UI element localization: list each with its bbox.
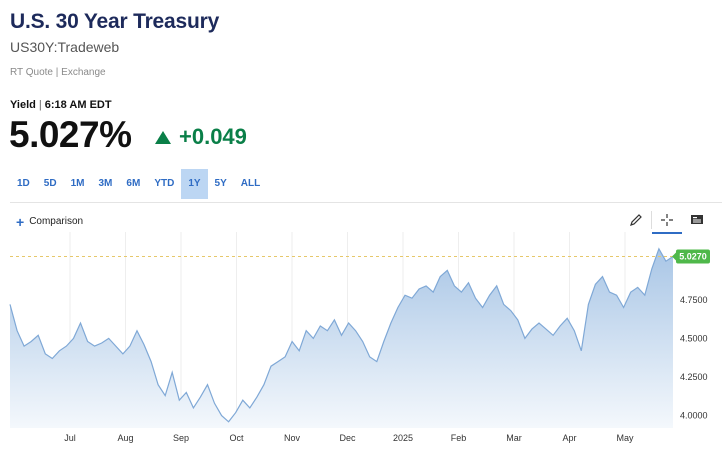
news-icon[interactable] — [682, 208, 712, 232]
y-tick-label: 4.2500 — [680, 372, 708, 382]
crosshair-icon[interactable] — [652, 208, 682, 234]
yield-chart[interactable]: 4.0000 4.2500 4.5000 4.7500 Jul Aug Sep Oct Nov… — [0, 230, 726, 468]
y-tick-label: 4.5000 — [680, 333, 708, 343]
current-yield: 5.027% — [9, 114, 132, 155]
header-divider — [10, 202, 722, 203]
x-tick-label: Aug — [117, 433, 133, 443]
range-button-3m[interactable]: 3M — [98, 178, 113, 189]
label-separator: | — [38, 99, 42, 111]
series-line — [9, 247, 674, 423]
x-tick-label: Apr — [562, 433, 576, 443]
yield-label: Yield — [10, 99, 36, 111]
x-tick-label: Mar — [506, 433, 522, 443]
range-button-1y[interactable]: 1Y — [181, 169, 208, 199]
yield-change: +0.049 — [155, 124, 247, 150]
change-value: +0.049 — [179, 124, 247, 149]
x-tick-label: 2025 — [393, 433, 413, 443]
pencil-icon[interactable] — [621, 208, 651, 232]
last-value-badge-pointer — [672, 252, 676, 261]
last-value-label: 5.0270 — [679, 252, 707, 262]
y-tick-label: 4.7500 — [680, 295, 708, 305]
area-fill — [10, 248, 673, 428]
x-tick-label: Dec — [339, 433, 356, 443]
up-arrow-icon — [155, 130, 171, 144]
comparison-button[interactable]: + Comparison — [16, 213, 84, 230]
last-value-badge — [676, 249, 710, 264]
x-tick-label: Feb — [451, 433, 467, 443]
quote-time: 6:18 AM EDT — [44, 99, 112, 111]
tool-divider — [651, 211, 652, 229]
x-tick-label: Sep — [173, 433, 189, 443]
time-range-selector: 1D 5D 1M 3M 6M YTD 1Y 5Y ALL — [10, 169, 267, 199]
range-button-all[interactable]: ALL — [240, 178, 261, 189]
range-button-6m[interactable]: 6M — [126, 178, 141, 189]
yield-time-label: Yield | 6:18 AM EDT — [10, 99, 112, 111]
range-button-ytd[interactable]: YTD — [154, 178, 175, 189]
x-tick-label: Oct — [229, 433, 244, 443]
instrument-symbol: US30Y:Tradeweb — [10, 39, 120, 55]
range-button-1d[interactable]: 1D — [17, 178, 30, 189]
x-tick-label: May — [616, 433, 634, 443]
y-tick-label: 4.0000 — [680, 411, 708, 421]
chart-tools — [621, 208, 712, 234]
x-tick-label: Jul — [64, 433, 76, 443]
x-tick-label: Nov — [284, 433, 301, 443]
quote-type-label: RT Quote | Exchange — [10, 67, 106, 78]
range-button-5y[interactable]: 5Y — [214, 178, 227, 189]
range-button-1m[interactable]: 1M — [70, 178, 85, 189]
page-title: U.S. 30 Year Treasury — [10, 10, 220, 33]
comparison-label: Comparison — [29, 216, 84, 227]
plus-icon: + — [16, 213, 25, 230]
range-button-5d[interactable]: 5D — [43, 178, 57, 189]
